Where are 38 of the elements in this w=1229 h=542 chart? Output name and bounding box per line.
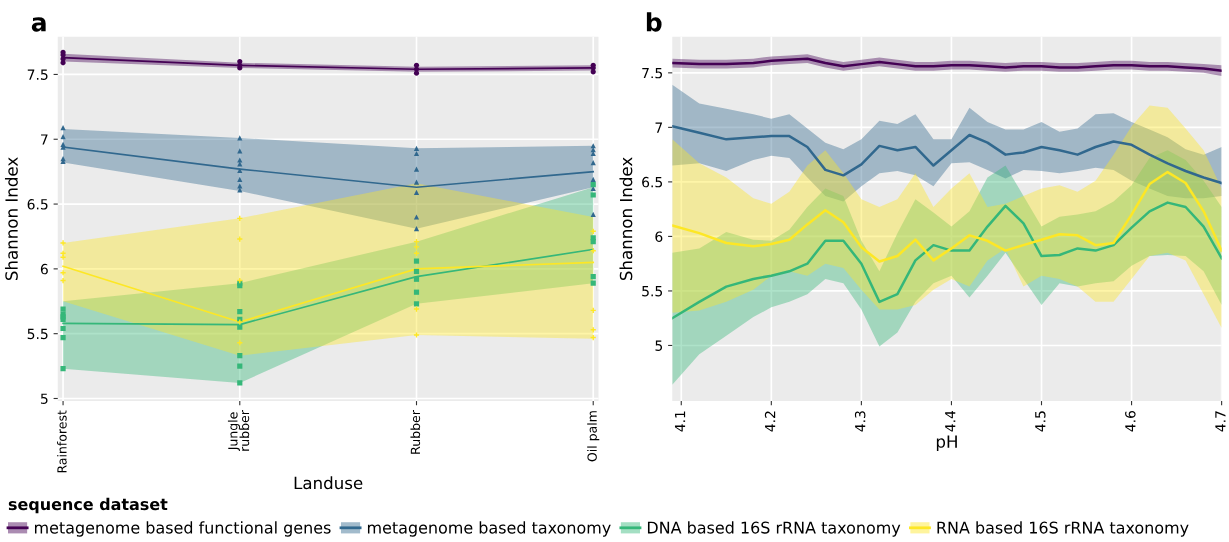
y-tick-label: 6 [40,263,48,275]
x-tick-label: Jungle rubber [227,410,250,451]
x-tick-label: 4.4 [945,410,956,432]
line-series [672,170,1222,263]
y-tick-label: 5.5 [27,328,48,340]
x-tick-label: Rainforest [57,410,67,473]
y-tick-label: 5 [655,340,663,351]
x-axis-title: Landuse [294,476,363,490]
chart-title: b [646,12,662,32]
x-tick-label: 4.3 [854,411,866,432]
y-axis-title: Shannon Index [619,157,633,281]
x-tick-label: Oil palm [587,411,600,462]
line-series [672,57,1222,72]
y-tick-label: 5 [40,393,48,404]
y-tick-label: 7 [41,134,48,145]
chart-title: a [31,17,46,32]
y-tick-label: 7 [655,122,663,133]
x-tick-label: 4.7 [1215,411,1226,432]
y-tick-label: 6.5 [27,199,48,210]
y-axis-title: Shannon Index [4,157,18,281]
legend-title: sequence dataset [8,497,168,514]
legend-label: metagenome based functional genes [34,521,331,537]
y-tick-label: 7.5 [642,67,663,79]
y-tick-label: 7.5 [27,69,48,80]
y-tick-label: 6 [655,231,663,242]
legend-label: RNA based 16S rRNA taxonomy [937,521,1189,537]
y-tick-label: 6.5 [642,176,663,188]
x-tick-label: Rubber [410,410,421,454]
line-series [672,201,1222,320]
legend-label: metagenome based taxonomy [367,521,611,537]
x-tick-label: 4.6 [1125,410,1136,432]
legend-label: DNA based 16S rRNA taxonomy [647,521,901,537]
x-tick-label: 4.2 [764,411,776,432]
x-axis-title: pH [936,435,957,452]
x-tick-label: 4.1 [674,411,686,432]
y-tick-label: 5.5 [642,286,663,297]
x-tick-label: 4.5 [1035,411,1046,432]
line-series [672,125,1222,185]
